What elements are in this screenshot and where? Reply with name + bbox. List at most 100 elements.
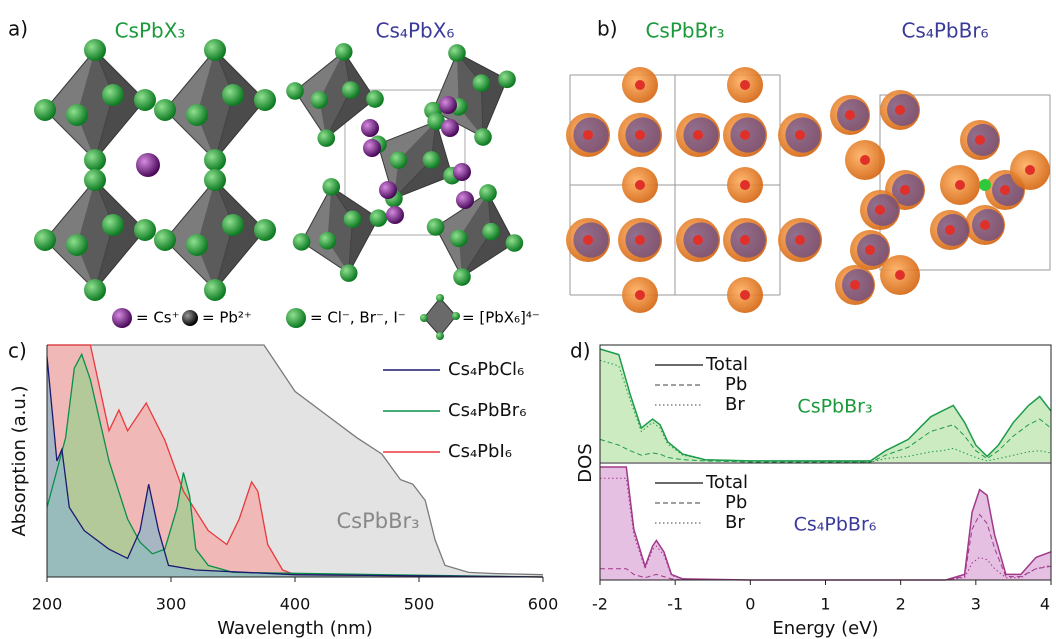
- x-tick-label: 600: [528, 595, 559, 614]
- halide-atom: [450, 230, 468, 248]
- cs-atom: [136, 153, 160, 177]
- atom: [740, 130, 750, 140]
- halide-atom: [204, 169, 226, 191]
- atom: [693, 235, 703, 245]
- halide-atom: [335, 43, 353, 61]
- halide-atom: [204, 39, 226, 61]
- atom: [740, 235, 750, 245]
- halide-atom: [286, 82, 304, 100]
- atom: [740, 180, 750, 190]
- x-tick-label: 4: [1040, 595, 1050, 614]
- panel-label: a): [8, 17, 28, 41]
- halide-atom: [84, 169, 106, 191]
- atom: [860, 155, 870, 165]
- halide-atom: [319, 232, 337, 250]
- cs-atom: [453, 163, 471, 181]
- legend-label: Br: [725, 394, 745, 415]
- halide-atom: [84, 149, 106, 171]
- atom: [955, 180, 965, 190]
- key-text: = Cs⁺: [136, 309, 180, 327]
- atom: [865, 245, 875, 255]
- halide-atom: [342, 81, 360, 99]
- key-icon: [286, 308, 306, 328]
- atom: [740, 80, 750, 90]
- halide-atom: [222, 84, 244, 106]
- annotation: CsPbBr₃: [336, 509, 419, 533]
- halide-atom: [474, 128, 492, 146]
- x-tick-label: 300: [156, 595, 187, 614]
- halide-atom: [473, 74, 491, 92]
- annotation: CsPbBr₃: [797, 396, 872, 418]
- annotation: Cs₄PbBr₆: [794, 514, 877, 536]
- atom: [693, 130, 703, 140]
- x-tick-label: 1: [820, 595, 830, 614]
- x-tick-label: 0: [745, 595, 755, 614]
- x-tick-label: 200: [32, 595, 63, 614]
- y-axis-label: DOS: [575, 443, 596, 482]
- halide-atom: [154, 99, 176, 121]
- atom: [875, 205, 885, 215]
- halide-atom: [204, 149, 226, 171]
- key-text: = [PbX₆]⁴⁻: [462, 309, 540, 327]
- halide-atom: [448, 44, 466, 62]
- halide-atom: [186, 234, 208, 256]
- legend-label: Cs₄PbCl₆: [448, 359, 524, 380]
- halide-atom: [34, 229, 56, 251]
- halide-atom: [254, 219, 276, 241]
- atom: [895, 105, 905, 115]
- halide-atom: [186, 104, 208, 126]
- figure: a) CsPbX₃ Cs₄PbX₆ b) CsPbBr₃ Cs₄PbBr₆ = …: [0, 0, 1056, 639]
- atom: [945, 225, 955, 235]
- x-tick-label: -2: [592, 595, 608, 614]
- legend-label: Pb: [725, 492, 747, 513]
- halide-atom: [102, 214, 124, 236]
- halide-atom: [66, 104, 88, 126]
- x-tick-label: 2: [896, 595, 906, 614]
- halide-atom: [340, 264, 358, 282]
- structure-title: CsPbX₃: [115, 19, 186, 43]
- x-axis-label: Wavelength (nm): [217, 618, 373, 639]
- halide-atom: [84, 39, 106, 61]
- pb-atom: [979, 179, 991, 191]
- cs-atom: [456, 191, 474, 209]
- atom: [1025, 165, 1035, 175]
- halide-atom: [134, 219, 156, 241]
- halide-atom: [134, 89, 156, 111]
- atom: [635, 80, 645, 90]
- atom: [583, 235, 593, 245]
- atom: [975, 135, 985, 145]
- legend-label: Cs₄PbI₆: [448, 441, 512, 462]
- x-tick-label: -1: [667, 595, 683, 614]
- key-icon: [420, 294, 460, 340]
- atom: [895, 270, 905, 280]
- atom: [635, 130, 645, 140]
- halide-atom: [344, 210, 362, 228]
- halide-atom: [154, 229, 176, 251]
- halide-atom: [370, 209, 388, 227]
- x-tick-label: 400: [280, 595, 311, 614]
- halide-atom: [66, 234, 88, 256]
- atom: [740, 290, 750, 300]
- atom: [635, 290, 645, 300]
- legend-label: Total: [705, 472, 748, 493]
- cs-atom: [441, 119, 459, 137]
- halide-atom: [423, 151, 441, 169]
- halide-atom: [254, 89, 276, 111]
- panel-label: d): [570, 339, 591, 363]
- cs-atom: [379, 181, 397, 199]
- cs-atom: [386, 206, 404, 224]
- structure-title: Cs₄PbX₆: [376, 19, 455, 43]
- halide-atom: [427, 218, 445, 236]
- legend-label: Pb: [725, 374, 747, 395]
- key-text: = Cl⁻, Br⁻, I⁻: [310, 309, 406, 327]
- legend-label: Total: [705, 354, 748, 375]
- halide-atom: [84, 279, 106, 301]
- halide-atom: [390, 151, 408, 169]
- x-axis-label: Energy (eV): [772, 618, 878, 639]
- panel-label: b): [597, 17, 618, 41]
- halide-atom: [506, 234, 524, 252]
- atom: [1000, 185, 1010, 195]
- halide-atom: [310, 91, 328, 109]
- structure-title: CsPbBr₃: [645, 19, 724, 43]
- key-icon: [112, 308, 132, 328]
